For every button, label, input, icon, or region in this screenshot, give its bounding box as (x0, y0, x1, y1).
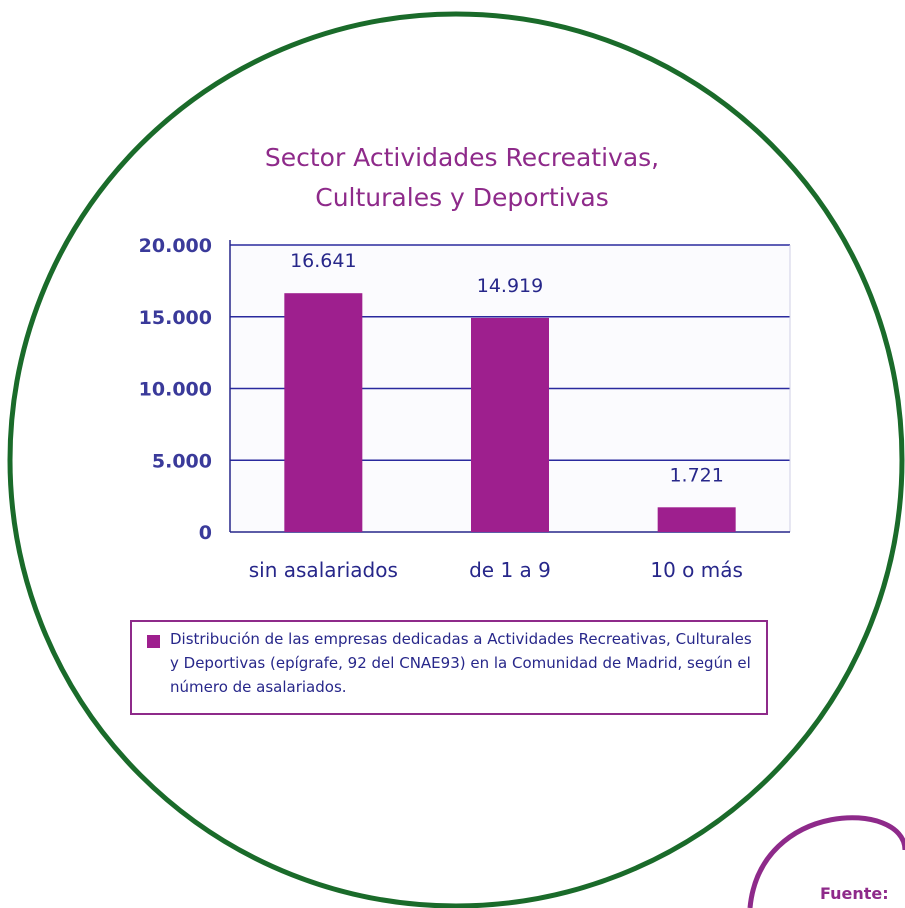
bar-value-label: 1.721 (669, 464, 723, 486)
plot-area: 0 5.000 10.000 15.000 20.000 16.641 sin asalar… (139, 235, 791, 582)
legend-text: Distribución de las empresas dedicadas a… (170, 630, 752, 696)
bar (657, 507, 736, 532)
source-label: Fuente: (820, 884, 889, 903)
chart-title-line-2: Culturales y Deportivas (315, 183, 609, 212)
y-tick-label: 15.000 (139, 307, 212, 329)
decorative-circle (7, 11, 905, 908)
y-tick-label: 5.000 (152, 450, 212, 472)
x-category-label: de 1 a 9 (469, 558, 551, 582)
legend-swatch (147, 635, 160, 648)
y-tick-label: 10.000 (139, 379, 212, 401)
y-tick-label: 20.000 (139, 235, 212, 257)
bar (284, 293, 363, 532)
x-category-label: 10 o más (650, 558, 743, 582)
legend-box: Distribución de las empresas dedicadas a… (130, 620, 768, 715)
bar-value-label: 14.919 (477, 275, 543, 297)
x-category-label: sin asalariados (249, 558, 398, 582)
chart-title-line-1: Sector Actividades Recreativas, (265, 143, 659, 172)
bar (471, 317, 549, 532)
corner-decorative-arc (747, 815, 905, 908)
bar-value-label: 16.641 (290, 250, 356, 272)
y-tick-label: 0 (199, 522, 212, 544)
